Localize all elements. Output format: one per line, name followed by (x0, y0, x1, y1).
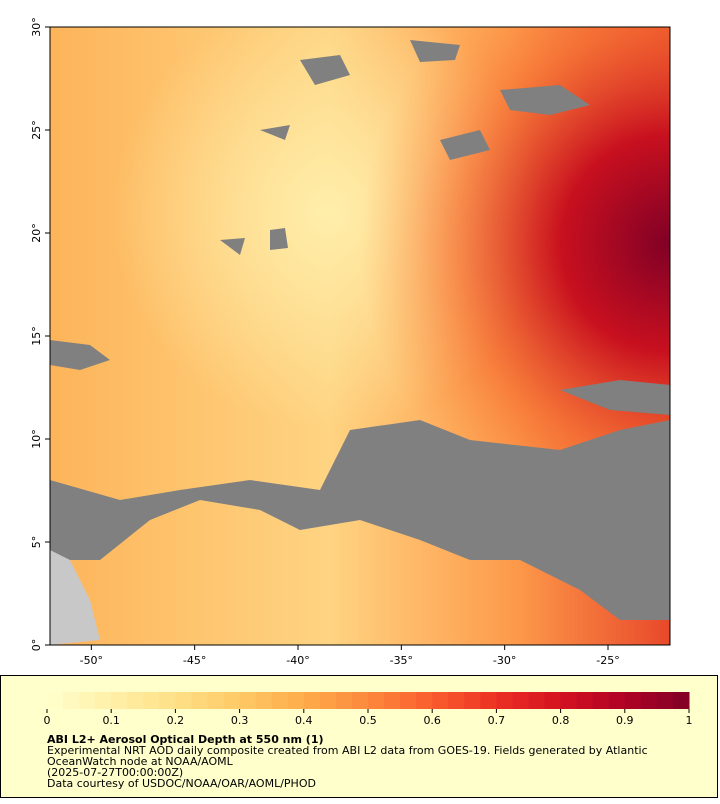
x-tick-label: -40° (286, 654, 309, 667)
colorbar-cell (624, 692, 642, 709)
colorbar-tick-label: 0.1 (102, 714, 120, 727)
colorbar-cell (47, 692, 64, 709)
y-tick-label: 0° (30, 639, 43, 652)
colorbar-cell (319, 692, 337, 709)
colorbar-tick-label: 0.4 (295, 714, 313, 727)
colorbar-cell (496, 692, 513, 709)
colorbar-cell (608, 692, 626, 709)
colorbar-cell (271, 692, 289, 709)
colorbar-cell (560, 692, 578, 709)
colorbar-cell (143, 692, 160, 709)
colorbar-cell (512, 692, 529, 709)
y-tick-label: 20° (30, 223, 43, 243)
colorbar-cell (351, 692, 369, 709)
colorbar-tick-label: 0.9 (616, 714, 634, 727)
colorbar-cell (303, 692, 321, 709)
y-tick-label: 25° (30, 120, 43, 140)
colorbar-cell (255, 692, 273, 709)
colorbar-cell (223, 692, 241, 709)
colorbar-cell (480, 692, 497, 709)
y-tick-label: 30° (30, 17, 43, 37)
legend-line: (2025-07-27T00:00:00Z) (47, 766, 183, 779)
colorbar-cell (592, 692, 610, 709)
y-tick-label: 10° (30, 429, 43, 449)
legend-line: OceanWatch node at NOAA/AOML (47, 755, 234, 768)
colorbar-cell (576, 692, 594, 709)
colorbar-tick-label: 1 (686, 714, 693, 727)
colorbar-tick-label: 0.8 (552, 714, 570, 727)
colorbar-cell (127, 692, 144, 709)
colorbar-cell (432, 692, 449, 709)
colorbar-cell (384, 692, 401, 709)
colorbar-cell (416, 692, 433, 709)
colorbar-cell (191, 692, 208, 709)
colorbar-tick-label: 0.3 (231, 714, 249, 727)
colorbar-cell (63, 692, 80, 709)
y-tick-label: 5° (30, 536, 43, 549)
legend-line: Experimental NRT AOD daily composite cre… (47, 744, 648, 757)
x-tick-label: -30° (493, 654, 516, 667)
legend-line: Data courtesy of USDOC/NOAA/OAR/AOML/PHO… (47, 777, 316, 790)
x-tick-label: -25° (596, 654, 619, 667)
legend-title: ABI L2+ Aerosol Optical Depth at 550 nm … (47, 733, 324, 746)
colorbar-cell (656, 692, 674, 709)
colorbar-cell (528, 692, 546, 709)
colorbar-cell (287, 692, 305, 709)
colorbar-cell (400, 692, 417, 709)
colorbar-tick-label: 0 (44, 714, 51, 727)
x-tick-label: -50° (80, 654, 103, 667)
no-data-cloud (50, 40, 670, 620)
colorbar-cell (111, 692, 128, 709)
colorbar-cell (239, 692, 257, 709)
colorbar-cell (95, 692, 112, 709)
colorbar-cell (335, 692, 353, 709)
x-tick-label: -45° (183, 654, 206, 667)
colorbar-cell (175, 692, 192, 709)
colorbar-cell (544, 692, 562, 709)
colorbar-cell (448, 692, 465, 709)
aod-map (50, 27, 670, 645)
colorbar-tick-label: 0.5 (359, 714, 377, 727)
colorbar-cell (368, 692, 385, 709)
colorbar-cell (640, 692, 658, 709)
x-tick-label: -35° (390, 654, 413, 667)
colorbar-cell (79, 692, 96, 709)
colorbar-cell (672, 692, 690, 709)
colorbar-tick-label: 0.6 (423, 714, 441, 727)
land (50, 550, 100, 645)
colorbar-tick-label: 0.2 (167, 714, 185, 727)
colorbar-cell (159, 692, 176, 709)
y-tick-label: 15° (30, 326, 43, 346)
colorbar-cell (464, 692, 481, 709)
colorbar-tick-label: 0.7 (488, 714, 506, 727)
colorbar-cell (207, 692, 225, 709)
